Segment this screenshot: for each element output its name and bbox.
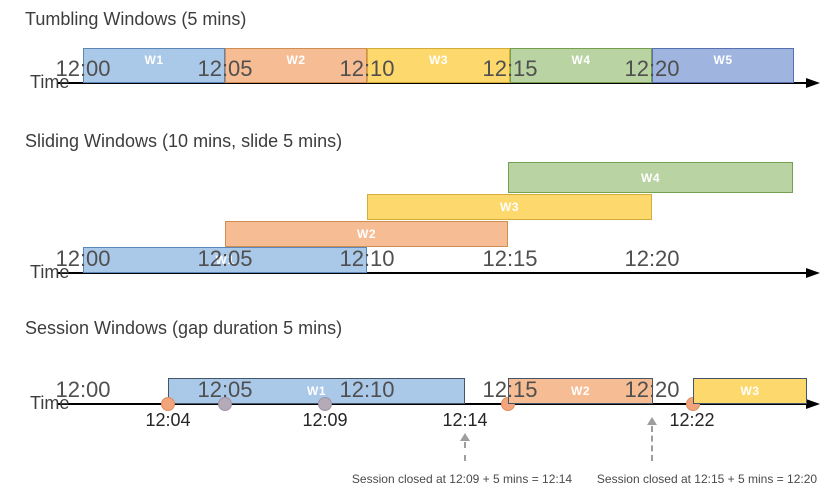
axis-tick-label: 12:20 <box>624 246 680 271</box>
window-label: W3 <box>500 200 519 214</box>
window-label: W1 <box>307 384 326 398</box>
section-title: Session Windows (gap duration 5 mins) <box>25 318 343 338</box>
axis-tick-label: 12:05 <box>197 56 253 81</box>
time-axis-label: Time <box>30 393 70 413</box>
window-label: W4 <box>571 53 591 67</box>
section-title: Sliding Windows (10 mins, slide 5 mins) <box>25 131 343 151</box>
event-time-label: 12:14 <box>442 410 488 430</box>
dashed-arrow-icon <box>460 433 470 441</box>
axis-line <box>57 272 810 274</box>
axis-arrowhead-icon <box>806 78 820 88</box>
dashed-arrow-line <box>651 426 653 461</box>
window-label: W2 <box>286 53 306 67</box>
event-dot <box>318 397 332 411</box>
section-title: Tumbling Windows (5 mins) <box>25 9 247 29</box>
window-rect: W4 <box>508 162 793 193</box>
event-dot <box>218 397 232 411</box>
window-rect: W2 <box>508 378 653 404</box>
axis-tick-label: 12:15 <box>482 56 538 81</box>
window-label: W3 <box>429 53 448 67</box>
axis-tick-label: 12:10 <box>339 246 395 271</box>
axis-tick-label: 12:05 <box>197 246 253 271</box>
window-label: W2 <box>571 384 590 398</box>
window-rect: W3 <box>693 378 807 404</box>
window-label: W1 <box>215 253 235 267</box>
event-time-label: 12:09 <box>302 410 348 430</box>
dashed-arrow-icon <box>647 417 657 425</box>
axis-tick-label: 12:00 <box>55 377 111 402</box>
time-axis-label: Time <box>30 72 70 92</box>
window-label: W1 <box>144 53 164 67</box>
window-rect: W4 <box>510 48 652 83</box>
window-label: W5 <box>713 53 733 67</box>
event-dot <box>161 397 175 411</box>
event-time-label: 12:22 <box>669 410 715 430</box>
window-rect: W3 <box>367 48 510 83</box>
window-rect: W5 <box>652 48 794 83</box>
axis-line <box>57 403 810 405</box>
time-axis-label: Time <box>30 262 70 282</box>
axis-arrowhead-icon <box>806 399 820 409</box>
axis-tick-label: 12:15 <box>482 246 538 271</box>
window-label: W3 <box>740 384 760 398</box>
window-rect: W3 <box>367 194 652 220</box>
axis-tick-label: 12:00 <box>55 56 111 81</box>
axis-arrowhead-icon <box>806 268 820 278</box>
session-note: Session closed at 12:15 + 5 mins = 12:20 <box>596 472 818 486</box>
axis-line <box>57 82 810 84</box>
window-rect: W1 <box>168 378 465 404</box>
window-rect: W1 <box>83 48 225 83</box>
window-label: W2 <box>357 227 376 241</box>
axis-tick-label: 12:00 <box>55 246 111 271</box>
axis-tick-label: 12:10 <box>339 377 395 402</box>
window-rect: W2 <box>225 48 367 83</box>
window-label: W4 <box>641 170 660 185</box>
event-time-label: 12:04 <box>145 410 191 430</box>
axis-tick-label: 12:20 <box>624 56 680 81</box>
axis-tick-label: 12:15 <box>482 377 538 402</box>
axis-tick-label: 12:10 <box>339 56 395 81</box>
window-rect: W1 <box>83 247 367 273</box>
dashed-arrow-line <box>464 442 466 461</box>
session-note: Session closed at 12:09 + 5 mins = 12:14 <box>351 472 573 486</box>
window-rect: W2 <box>225 221 508 247</box>
axis-tick-label: 12:20 <box>624 377 680 402</box>
axis-tick-label: 12:05 <box>197 377 253 402</box>
